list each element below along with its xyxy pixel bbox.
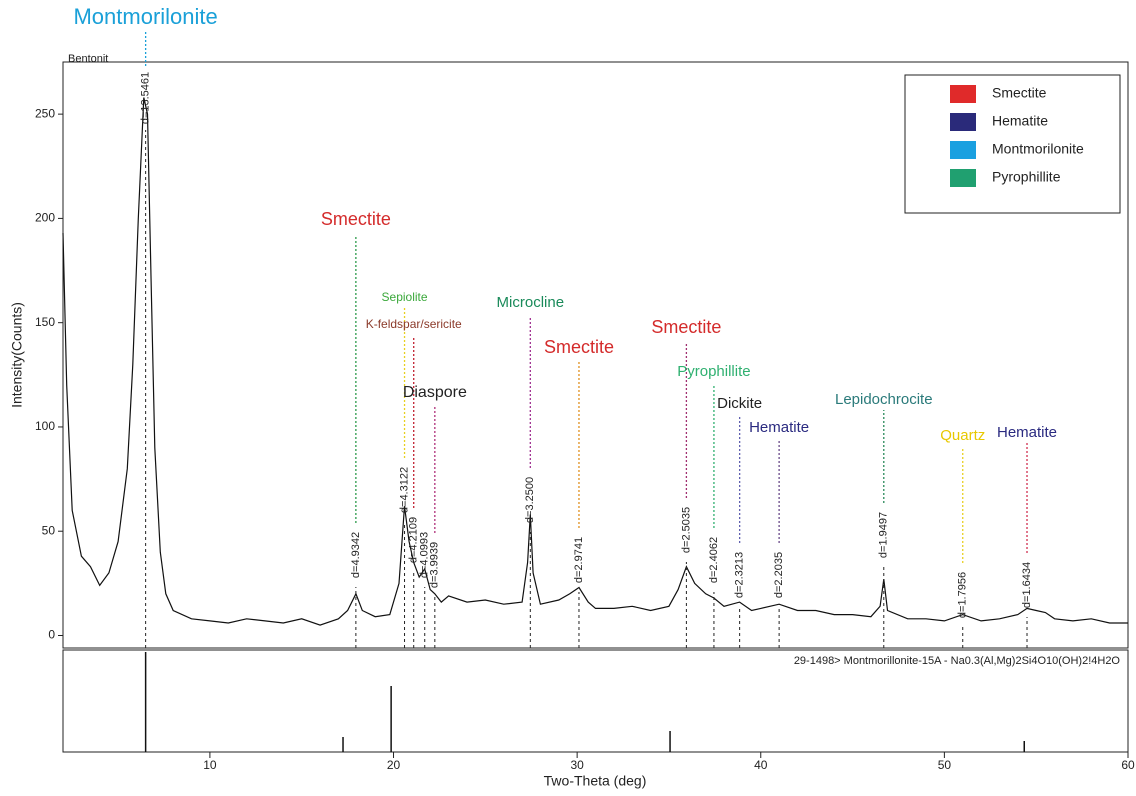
- phase-label: K-feldspar/sericite: [366, 317, 462, 331]
- y-tick-label: 100: [35, 419, 55, 433]
- d-spacing-label: d=3.2500: [524, 477, 536, 523]
- x-tick-label: 50: [938, 758, 952, 772]
- phase-label: Smectite: [321, 209, 391, 229]
- d-spacing-label: d=1.6434: [1021, 562, 1033, 608]
- phase-label: Smectite: [544, 337, 614, 357]
- d-spacing-label: d=2.3213: [734, 552, 746, 598]
- phase-label: Hematite: [997, 424, 1057, 441]
- d-spacing-label: d=1.9497: [878, 512, 890, 558]
- legend-label: Montmorilonite: [992, 141, 1084, 157]
- legend-label: Hematite: [992, 113, 1048, 129]
- d-spacing-label: d=1.7956: [957, 572, 969, 618]
- phase-label: Microcline: [497, 294, 565, 311]
- x-tick-label: 40: [754, 758, 768, 772]
- d-spacing-label: d=4.9342: [350, 532, 362, 578]
- d-spacing-label: d=4.2109: [408, 517, 420, 563]
- legend-swatch: [950, 85, 976, 103]
- d-spacing-label: d=13.5461: [140, 72, 152, 124]
- phase-label: Sepiolite: [382, 290, 428, 304]
- phase-label: Smectite: [651, 317, 721, 337]
- y-tick-label: 0: [48, 628, 55, 642]
- d-spacing-label: d=3.9939: [429, 542, 441, 588]
- legend-label: Smectite: [992, 85, 1047, 101]
- phase-label: Montmorilonite: [73, 4, 217, 29]
- phase-label: Dickite: [717, 395, 762, 412]
- legend-box: [904, 74, 1121, 214]
- reference-label: 29-1498> Montmorillonite-15A - Na0.3(Al,…: [794, 655, 1121, 667]
- diffraction-pattern: [62, 97, 1128, 626]
- y-tick-label: 250: [35, 106, 55, 120]
- legend-label: Pyrophillite: [992, 169, 1061, 185]
- phase-label: Pyrophillite: [677, 363, 750, 380]
- x-tick-label: 30: [570, 758, 584, 772]
- sample-label: Bentonit: [68, 53, 108, 65]
- phase-label: Hematite: [749, 419, 809, 436]
- y-tick-label: 50: [42, 523, 56, 537]
- d-spacing-label: d=4.3122: [398, 467, 410, 513]
- x-axis-label: Two-Theta (deg): [544, 773, 647, 789]
- phase-label: Diaspore: [403, 384, 467, 401]
- reference-frame: [62, 649, 1129, 753]
- d-spacing-label: d=2.2035: [773, 552, 785, 598]
- y-tick-label: 150: [35, 315, 55, 329]
- x-tick-label: 20: [387, 758, 401, 772]
- y-tick-label: 200: [35, 211, 55, 225]
- legend-swatch: [950, 141, 976, 159]
- legend-swatch: [950, 169, 976, 187]
- d-spacing-label: d=2.5035: [680, 507, 692, 553]
- d-spacing-label: d=2.4062: [708, 537, 720, 583]
- d-spacing-label: d=2.9741: [573, 537, 585, 583]
- phase-label: Quartz: [940, 427, 985, 444]
- x-tick-label: 10: [203, 758, 217, 772]
- legend-swatch: [950, 113, 976, 131]
- y-axis-label: Intensity(Counts): [9, 302, 25, 408]
- main-frame: [62, 61, 1129, 649]
- phase-label: Lepidochrocite: [835, 391, 933, 408]
- d-spacing-label: d=4.0993: [419, 532, 431, 578]
- x-tick-label: 60: [1121, 758, 1135, 772]
